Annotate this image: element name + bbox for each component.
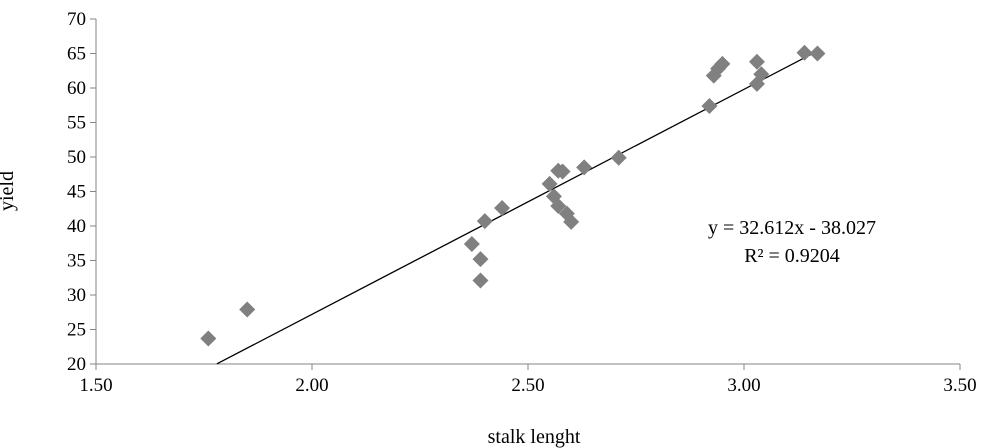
y-tick-label: 20 [67, 354, 86, 375]
y-tick-label: 60 [67, 78, 86, 99]
x-tick-label: 1.50 [79, 375, 112, 396]
x-tick-label: 3.50 [943, 375, 976, 396]
y-tick-label: 50 [67, 147, 86, 168]
r-squared-label: R² = 0.9204 [744, 245, 840, 267]
data-point [701, 97, 718, 114]
data-point [753, 66, 770, 83]
data-point [239, 301, 256, 318]
y-tick-label: 65 [67, 44, 86, 65]
data-point [541, 175, 558, 192]
x-axis-title: stalk lenght [488, 426, 581, 448]
y-axis-title: yield [0, 171, 18, 211]
data-point [200, 330, 217, 347]
y-tick-label: 45 [67, 182, 86, 203]
y-tick-label: 55 [67, 113, 86, 134]
data-point [550, 197, 567, 214]
y-tick-label: 70 [67, 9, 86, 30]
x-tick-label: 3.00 [727, 375, 760, 396]
data-point [809, 45, 826, 62]
data-point [796, 44, 813, 61]
data-point [563, 213, 580, 230]
x-tick-label: 2.00 [295, 375, 328, 396]
data-point [554, 163, 571, 180]
x-axis-ticks: 1.50 2.00 2.50 3.00 3.50 [79, 364, 977, 396]
trendline-equation: y = 32.612x - 38.027 [708, 217, 876, 239]
data-point [472, 251, 489, 268]
data-point [714, 55, 731, 72]
data-points [200, 44, 826, 347]
y-tick-label: 30 [67, 285, 86, 306]
data-point [610, 149, 627, 166]
x-tick-label: 2.50 [511, 375, 544, 396]
y-tick-label: 25 [67, 320, 86, 341]
data-point [748, 53, 765, 70]
data-point [463, 235, 480, 252]
data-point [476, 213, 493, 230]
data-point [472, 272, 489, 289]
data-point [576, 159, 593, 176]
data-point [494, 200, 511, 217]
y-tick-label: 35 [67, 251, 86, 272]
y-tick-label: 40 [67, 216, 86, 237]
y-axis-ticks: 20 25 30 35 40 45 50 55 60 65 70 [67, 9, 96, 375]
trendline [216, 50, 818, 365]
